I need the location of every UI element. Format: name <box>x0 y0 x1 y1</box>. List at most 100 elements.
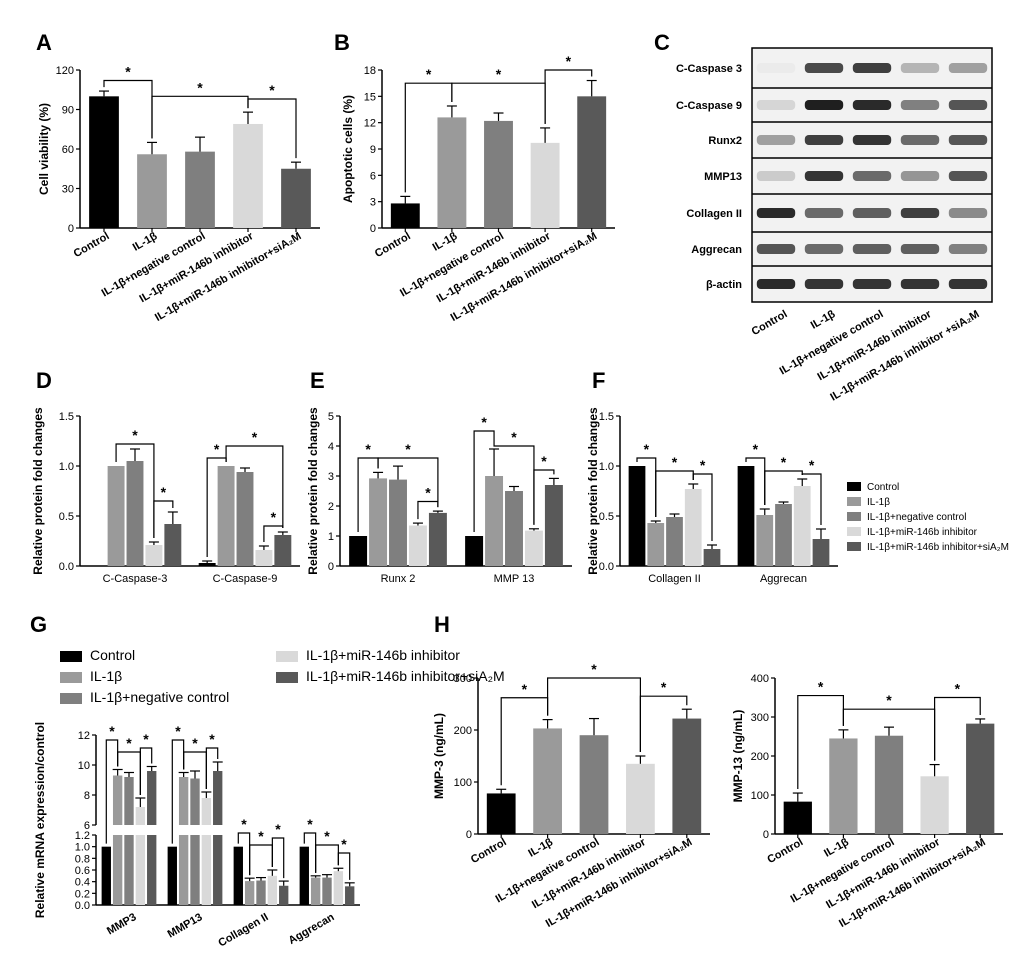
bar <box>369 478 388 566</box>
chart-D-significance-star: * <box>214 441 220 457</box>
bar <box>126 461 144 566</box>
x-tick-label: MMP 13 <box>494 573 535 585</box>
blot-band <box>900 63 940 73</box>
bar <box>233 846 243 905</box>
blot-row-label: C-Caspase 9 <box>676 100 742 112</box>
x-tick-label: IL-1β <box>131 230 160 254</box>
x-tick-label: Runx 2 <box>381 573 416 585</box>
blot-band <box>852 63 892 73</box>
bar <box>485 476 504 566</box>
chart-B-ytick-label: 6 <box>370 170 376 182</box>
chart-H1-bracket <box>639 695 688 752</box>
chart-H2-ytick-label: 300 <box>751 712 769 724</box>
chart-G-significance-star: * <box>324 828 330 844</box>
bar <box>408 525 427 566</box>
chart-F-significance-star: * <box>753 441 759 457</box>
chart-F-bracket <box>801 473 822 525</box>
chart-H2-significance-star: * <box>818 679 824 695</box>
bar <box>672 718 702 834</box>
blot-band <box>756 208 796 218</box>
bar <box>233 123 263 228</box>
chart-A-significance-star: * <box>125 64 131 80</box>
chart-D-ytick-label: 0.5 <box>59 511 74 523</box>
bar <box>345 886 355 905</box>
blot-band <box>948 171 988 181</box>
legend-swatch <box>60 693 82 704</box>
bar <box>737 466 755 566</box>
bar <box>530 142 560 228</box>
bar <box>198 563 216 566</box>
chart-E-bracket <box>417 500 439 520</box>
y-axis-label: Relative mRNA expression/control <box>33 722 47 918</box>
legend-swatch <box>60 651 82 662</box>
chart-G-significance-star: * <box>126 735 132 751</box>
chart-H1-significance-star: * <box>522 681 528 697</box>
panel-letter: E <box>310 368 325 393</box>
legend-entry: Control <box>90 647 135 663</box>
chart-F-significance-star: * <box>781 454 787 470</box>
bar <box>628 466 646 566</box>
chart-G-lower-ytick-label: 1.2 <box>75 830 90 842</box>
blot-band <box>948 63 988 73</box>
bar <box>190 835 200 905</box>
chart-G-upper-ytick-label: 8 <box>84 790 90 802</box>
blot-band <box>948 244 988 254</box>
chart-E-bracket <box>377 457 439 508</box>
bar <box>626 763 655 834</box>
bar <box>666 517 683 566</box>
chart-G-bracket <box>271 837 285 879</box>
legend-swatch <box>847 497 861 506</box>
chart-G-bracket <box>337 852 351 880</box>
chart-A-significance-star: * <box>269 82 275 98</box>
chart-G-upper-ytick-label: 12 <box>78 730 90 742</box>
chart-E-significance-star: * <box>541 453 547 469</box>
bar <box>322 877 332 905</box>
chart-D-bracket <box>115 443 155 538</box>
bar <box>256 880 266 905</box>
chart-F-ytick-label: 1.0 <box>599 461 614 473</box>
chart-F-ytick-label: 1.5 <box>599 411 614 423</box>
chart-F: 0.0 0.5 1.0 1.5 Collagen II Aggrecan Relative … <box>586 407 838 585</box>
panel-letter: F <box>592 368 605 393</box>
x-tick-label: IL-1β <box>431 230 460 254</box>
bar <box>147 771 157 825</box>
blot-band <box>756 244 796 254</box>
chart-F-ytick-label: 0.0 <box>599 561 614 573</box>
chart-G-significance-star: * <box>307 816 313 832</box>
x-tick-label: Aggrecan <box>760 573 807 585</box>
chart-E-significance-star: * <box>481 414 487 430</box>
chart-G-significance-star: * <box>275 821 281 837</box>
chart-G-significance-star: * <box>209 731 215 747</box>
chart-G-significance-star: * <box>192 735 198 751</box>
chart-E-significance-star: * <box>405 441 411 457</box>
y-axis-label: Relative protein fold changes <box>306 407 320 575</box>
chart-A-significance-star: * <box>197 79 203 95</box>
chart-E-ytick-label: 0 <box>328 561 334 573</box>
chart-G-upper-ytick-label: 6 <box>84 820 90 832</box>
legend-entry: IL-1β+miR-146b inhibitor+siA₂M <box>867 542 1009 553</box>
chart-G-lower-ytick-label: 0.0 <box>75 900 90 912</box>
chart-G-significance-star: * <box>258 828 264 844</box>
chart-B-ytick-label: 12 <box>364 118 376 130</box>
chart-E-ytick-label: 1 <box>328 531 334 543</box>
bar <box>185 151 215 228</box>
chart-D-ytick-label: 0.0 <box>59 561 74 573</box>
bar <box>437 117 467 228</box>
chart-G-lower-ytick-label: 0.4 <box>75 877 90 889</box>
y-axis-label: MMP-13 (ng/mL) <box>731 710 745 803</box>
bar <box>390 203 420 228</box>
chart-G-significance-star: * <box>241 816 247 832</box>
bar <box>281 168 311 228</box>
chart-G: 6 8 10 12 0.00.20.40.60.81.01.2 MMP3 MMP13 Coll… <box>33 722 360 949</box>
bar <box>107 466 125 566</box>
legend-entry: IL-1β+negative control <box>90 689 229 705</box>
bar <box>217 466 235 566</box>
blot-band <box>852 208 892 218</box>
bar <box>647 523 665 566</box>
panel-letter: H <box>434 612 450 637</box>
chart-E-ytick-label: 2 <box>328 501 334 513</box>
